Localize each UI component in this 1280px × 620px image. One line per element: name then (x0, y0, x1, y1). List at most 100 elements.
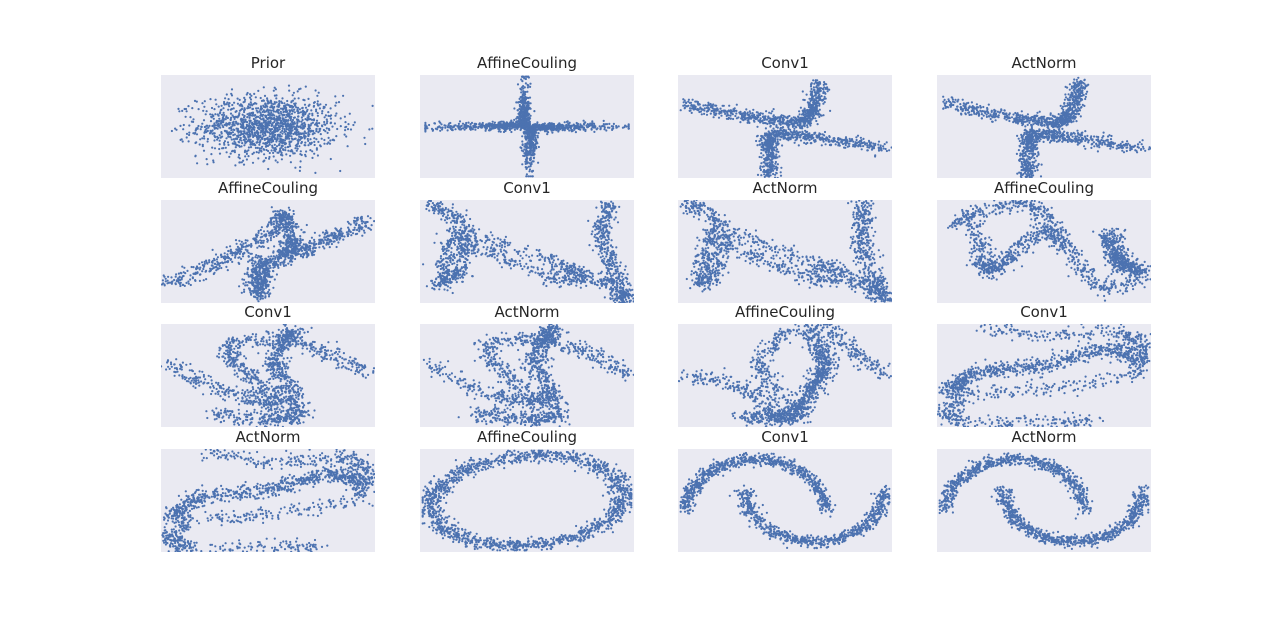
scatter-point (590, 124, 593, 127)
scatter-point (296, 122, 299, 125)
scatter-point (248, 116, 251, 119)
scatter-point (371, 104, 374, 107)
scatter-point (219, 122, 222, 125)
scatter-point (424, 124, 427, 127)
scatter-point (951, 98, 954, 101)
scatter-point (231, 124, 234, 127)
scatter-point (302, 114, 305, 117)
scatter-point (260, 126, 263, 130)
scatter-point (759, 117, 762, 120)
scatter-point (819, 97, 822, 100)
scatter-point (530, 143, 533, 147)
scatter-point (288, 114, 291, 117)
scatter-point (451, 126, 454, 129)
scatter-point (312, 104, 316, 107)
scatter-point (239, 136, 242, 140)
scatter-point (229, 108, 232, 111)
scatter-point (329, 139, 332, 142)
scatter-point (566, 127, 569, 130)
scatter-point (596, 127, 599, 130)
scatter-point (806, 124, 809, 127)
scatter-point (601, 124, 604, 128)
scatter-point (295, 127, 298, 130)
scatter-point (852, 145, 855, 148)
scatter-point (195, 100, 198, 103)
scatter-point (289, 119, 292, 122)
scatter-point (868, 140, 871, 144)
scatter-point (509, 122, 512, 125)
scatter-point (682, 98, 685, 101)
scatter-point (269, 99, 272, 102)
scatter-point (521, 135, 524, 138)
scatter-point (516, 83, 520, 86)
scatter-point (551, 131, 554, 134)
scatter-point (270, 149, 273, 152)
scatter-point (228, 127, 231, 130)
scatter-point (721, 104, 724, 107)
scatter-point (277, 111, 280, 114)
scatter-point (526, 121, 529, 124)
scatter-point (323, 142, 326, 145)
scatter-point (248, 96, 252, 99)
scatter-point (353, 121, 356, 124)
scatter-point (219, 136, 222, 139)
scatter-point (591, 125, 594, 129)
scatter-point (724, 112, 727, 115)
scatter-point (327, 127, 330, 130)
scatter-point (225, 137, 228, 140)
scatter-point (725, 117, 728, 120)
scatter-point (266, 136, 269, 139)
scatter-point (735, 112, 738, 115)
scatter-point (524, 149, 528, 153)
scatter-point (311, 150, 314, 153)
scatter-point (300, 120, 303, 123)
scatter-point (272, 151, 275, 154)
scatter-point (273, 94, 276, 97)
scatter-point (229, 118, 232, 122)
scatter-point (206, 140, 209, 143)
scatter-point (268, 131, 271, 134)
scatter-point (527, 165, 530, 168)
scatter-point (512, 126, 515, 129)
scatter-point (529, 102, 532, 105)
scatter-point (773, 167, 776, 170)
scatter-point (303, 125, 307, 128)
scatter-point (280, 144, 283, 147)
scatter-point (239, 125, 243, 129)
scatter-point (520, 111, 523, 115)
scatter-point (801, 90, 804, 93)
scatter-point (220, 132, 223, 135)
scatter-point (219, 109, 222, 112)
scatter-point (834, 140, 837, 143)
scatter-point (182, 128, 185, 131)
scatter-point (259, 96, 262, 100)
scatter-point (519, 114, 522, 117)
scatter-point (783, 115, 786, 118)
scatter-point (474, 126, 477, 129)
scatter-point (210, 106, 214, 110)
scatter-point (520, 78, 523, 81)
scatter-point (273, 114, 276, 117)
scatter-point (864, 143, 867, 146)
scatter-point (301, 122, 304, 125)
scatter-point (217, 105, 220, 108)
scatter-point (823, 134, 826, 137)
scatter-point (753, 116, 756, 119)
scatter-point (768, 135, 771, 138)
scatter-point (316, 102, 319, 105)
scatter-point (278, 114, 281, 117)
scatter-point (235, 110, 238, 113)
scatter-point (874, 144, 877, 147)
scatter-point (865, 142, 869, 145)
scatter-point (195, 133, 199, 136)
scatter-point (766, 148, 769, 151)
scatter-point (982, 114, 985, 117)
scatter-point (777, 150, 780, 153)
scatter-point (248, 140, 252, 143)
scatter-point (247, 146, 250, 149)
scatter-point (301, 118, 304, 122)
scatter-point (280, 100, 283, 103)
scatter-point (838, 137, 841, 140)
scatter-point (1109, 138, 1113, 141)
scatter-point (772, 127, 775, 130)
